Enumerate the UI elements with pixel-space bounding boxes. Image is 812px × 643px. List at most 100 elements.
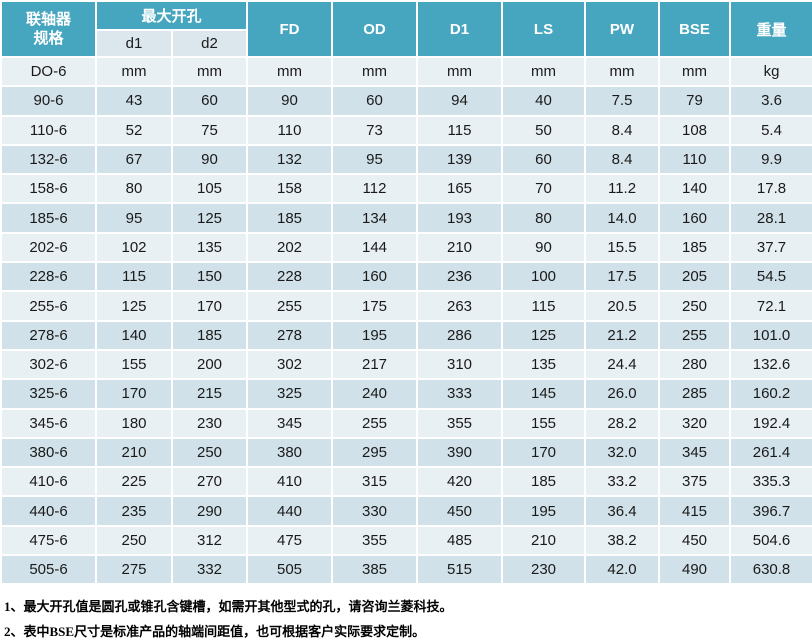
table-row: 228-6 115 150 228 160 236 100 17.5 205 54.5 bbox=[2, 263, 812, 291]
table-cell: 9.9 bbox=[731, 145, 812, 174]
table-cell: 140 bbox=[97, 321, 171, 349]
table-cell: 355 bbox=[418, 409, 502, 437]
header-d1-col: D1 bbox=[418, 2, 502, 56]
table-cell: 135 bbox=[173, 233, 247, 262]
table-cell: 150 bbox=[173, 263, 247, 291]
table-cell: 485 bbox=[418, 526, 502, 555]
table-cell: 230 bbox=[503, 556, 585, 584]
table-cell: 52 bbox=[97, 116, 171, 144]
table-cell: 302-6 bbox=[2, 350, 95, 379]
table-cell: 101.0 bbox=[731, 321, 812, 349]
table-cell: 302 bbox=[248, 350, 332, 379]
table-cell: 345 bbox=[248, 409, 332, 437]
table-cell: 490 bbox=[660, 556, 730, 584]
table-cell: 72.1 bbox=[731, 292, 812, 320]
table-cell: 90 bbox=[503, 233, 585, 262]
table-cell: 515 bbox=[418, 556, 502, 584]
table-cell: 158 bbox=[248, 175, 332, 203]
header-pw: PW bbox=[586, 2, 659, 56]
table-cell: 170 bbox=[503, 438, 585, 467]
table-cell: 108 bbox=[660, 116, 730, 144]
table-cell: 415 bbox=[660, 497, 730, 525]
table-cell: 100 bbox=[503, 263, 585, 291]
table-cell: 17.8 bbox=[731, 175, 812, 203]
table-cell: 60 bbox=[503, 145, 585, 174]
header-max-bore: 最大开孔 bbox=[97, 2, 247, 29]
table-cell: 325-6 bbox=[2, 380, 95, 408]
table-cell: 505 bbox=[248, 556, 332, 584]
table-cell: 110 bbox=[660, 145, 730, 174]
table-row: 505-6 275 332 505 385 515 230 42.0 490 630.8 bbox=[2, 556, 812, 584]
table-cell: 345-6 bbox=[2, 409, 95, 437]
table-cell: 145 bbox=[503, 380, 585, 408]
table-cell: kg bbox=[731, 58, 812, 86]
coupling-spec-table: 联轴器 规格 最大开孔 FD OD D1 LS PW BSE 重量 d1 d2 … bbox=[2, 2, 812, 584]
table-header: 联轴器 规格 最大开孔 FD OD D1 LS PW BSE 重量 d1 d2 bbox=[2, 2, 812, 56]
table-cell: 261.4 bbox=[731, 438, 812, 467]
table-cell: 450 bbox=[418, 497, 502, 525]
table-cell: 345 bbox=[660, 438, 730, 467]
header-bse: BSE bbox=[660, 2, 730, 56]
table-cell: 115 bbox=[503, 292, 585, 320]
table-cell: 192.4 bbox=[731, 409, 812, 437]
table-cell: 185 bbox=[503, 468, 585, 496]
table-cell: 270 bbox=[173, 468, 247, 496]
table-cell: 54.5 bbox=[731, 263, 812, 291]
table-cell: 202 bbox=[248, 233, 332, 262]
table-cell: 225 bbox=[97, 468, 171, 496]
table-cell: 80 bbox=[503, 204, 585, 232]
table-cell: 275 bbox=[97, 556, 171, 584]
table-cell: 3.6 bbox=[731, 87, 812, 115]
header-weight: 重量 bbox=[731, 2, 812, 56]
table-cell: 295 bbox=[333, 438, 417, 467]
table-row: 302-6 155 200 302 217 310 135 24.4 280 132.6 bbox=[2, 350, 812, 379]
table-cell: 185 bbox=[248, 204, 332, 232]
table-cell: 332 bbox=[173, 556, 247, 584]
table-cell: 285 bbox=[660, 380, 730, 408]
table-cell: 115 bbox=[97, 263, 171, 291]
table-cell: 95 bbox=[333, 145, 417, 174]
header-coupling-spec: 联轴器 规格 bbox=[2, 2, 95, 56]
table-cell: 450 bbox=[660, 526, 730, 555]
table-cell: 33.2 bbox=[586, 468, 659, 496]
table-cell: 200 bbox=[173, 350, 247, 379]
table-cell: mm bbox=[503, 58, 585, 86]
table-cell: 205 bbox=[660, 263, 730, 291]
table-cell: 240 bbox=[333, 380, 417, 408]
table-cell: 134 bbox=[333, 204, 417, 232]
table-cell: 310 bbox=[418, 350, 502, 379]
table-cell: 312 bbox=[173, 526, 247, 555]
table-cell: 5.4 bbox=[731, 116, 812, 144]
header-od: OD bbox=[333, 2, 417, 56]
table-cell: 42.0 bbox=[586, 556, 659, 584]
table-cell: 202-6 bbox=[2, 233, 95, 262]
table-cell: 60 bbox=[333, 87, 417, 115]
table-cell: 325 bbox=[248, 380, 332, 408]
table-cell: 132-6 bbox=[2, 145, 95, 174]
table-cell: 112 bbox=[333, 175, 417, 203]
table-cell: mm bbox=[418, 58, 502, 86]
table-cell: 330 bbox=[333, 497, 417, 525]
table-cell: 504.6 bbox=[731, 526, 812, 555]
table-cell: 37.7 bbox=[731, 233, 812, 262]
table-cell: 333 bbox=[418, 380, 502, 408]
table-cell: 8.4 bbox=[586, 116, 659, 144]
table-cell: 14.0 bbox=[586, 204, 659, 232]
table-cell: 255-6 bbox=[2, 292, 95, 320]
table-cell: 215 bbox=[173, 380, 247, 408]
table-cell: 40 bbox=[503, 87, 585, 115]
table-cell: 67 bbox=[97, 145, 171, 174]
table-cell: 335.3 bbox=[731, 468, 812, 496]
table-row: 202-6 102 135 202 144 210 90 15.5 185 37.7 bbox=[2, 233, 812, 262]
table-cell: 135 bbox=[503, 350, 585, 379]
table-cell: 210 bbox=[503, 526, 585, 555]
table-cell: 32.0 bbox=[586, 438, 659, 467]
table-cell: 60 bbox=[173, 87, 247, 115]
table-cell: 505-6 bbox=[2, 556, 95, 584]
table-row: 345-6 180 230 345 255 355 155 28.2 320 192.4 bbox=[2, 409, 812, 437]
table-cell: 320 bbox=[660, 409, 730, 437]
table-cell: 255 bbox=[333, 409, 417, 437]
table-cell: 250 bbox=[660, 292, 730, 320]
table-cell: 235 bbox=[97, 497, 171, 525]
table-cell: 236 bbox=[418, 263, 502, 291]
